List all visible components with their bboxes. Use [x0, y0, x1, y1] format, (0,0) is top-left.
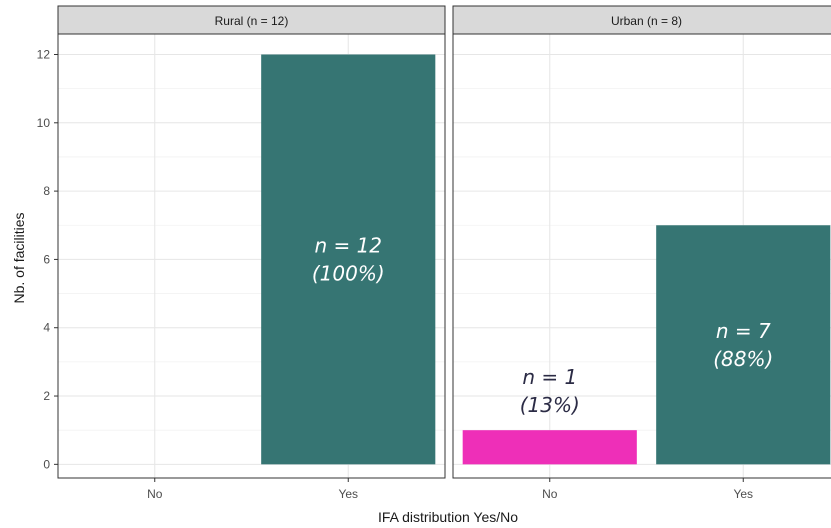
bar-yes: [656, 225, 831, 465]
bar-label-count: n = 7: [716, 319, 771, 343]
bar-label-percent: (13%): [520, 393, 580, 417]
y-tick-label: 12: [37, 47, 51, 61]
y-tick-label: 0: [43, 457, 50, 471]
y-tick-label: 2: [43, 389, 50, 403]
bar-no: [462, 430, 637, 465]
x-axis-title: IFA distribution Yes/No: [378, 509, 518, 525]
x-tick-label: Yes: [733, 487, 753, 501]
y-tick-label: 4: [43, 321, 50, 335]
y-tick-label: 8: [43, 184, 50, 198]
panel-1: Urban (n = 8) n = 1 (13%) n = 7 (88%) No Yes: [452, 5, 831, 501]
bar-label-percent: (88%): [713, 347, 773, 371]
y-tick-label: 10: [37, 116, 51, 130]
panel-border: [57, 33, 446, 479]
x-tick-label: No: [147, 487, 163, 501]
panel-0: Rural (n = 12) n = 12 (100%) No Yes: [57, 5, 446, 501]
bar-label-count: n = 1: [522, 365, 577, 389]
panel-border: [452, 33, 831, 479]
x-tick-label: Yes: [338, 487, 358, 501]
y-tick-label: 6: [43, 252, 50, 266]
bar-yes: [261, 54, 436, 465]
panel-strip-title: Urban (n = 8): [611, 14, 682, 28]
x-tick-label: No: [542, 487, 558, 501]
y-axis-title: Nb. of facilities: [11, 212, 27, 303]
panel-strip-title: Rural (n = 12): [215, 14, 289, 28]
bar-label-count: n = 12: [314, 233, 382, 257]
panel-strip: [452, 5, 831, 35]
bar-label-percent: (100%): [312, 261, 385, 285]
panel-strip: [57, 5, 446, 35]
